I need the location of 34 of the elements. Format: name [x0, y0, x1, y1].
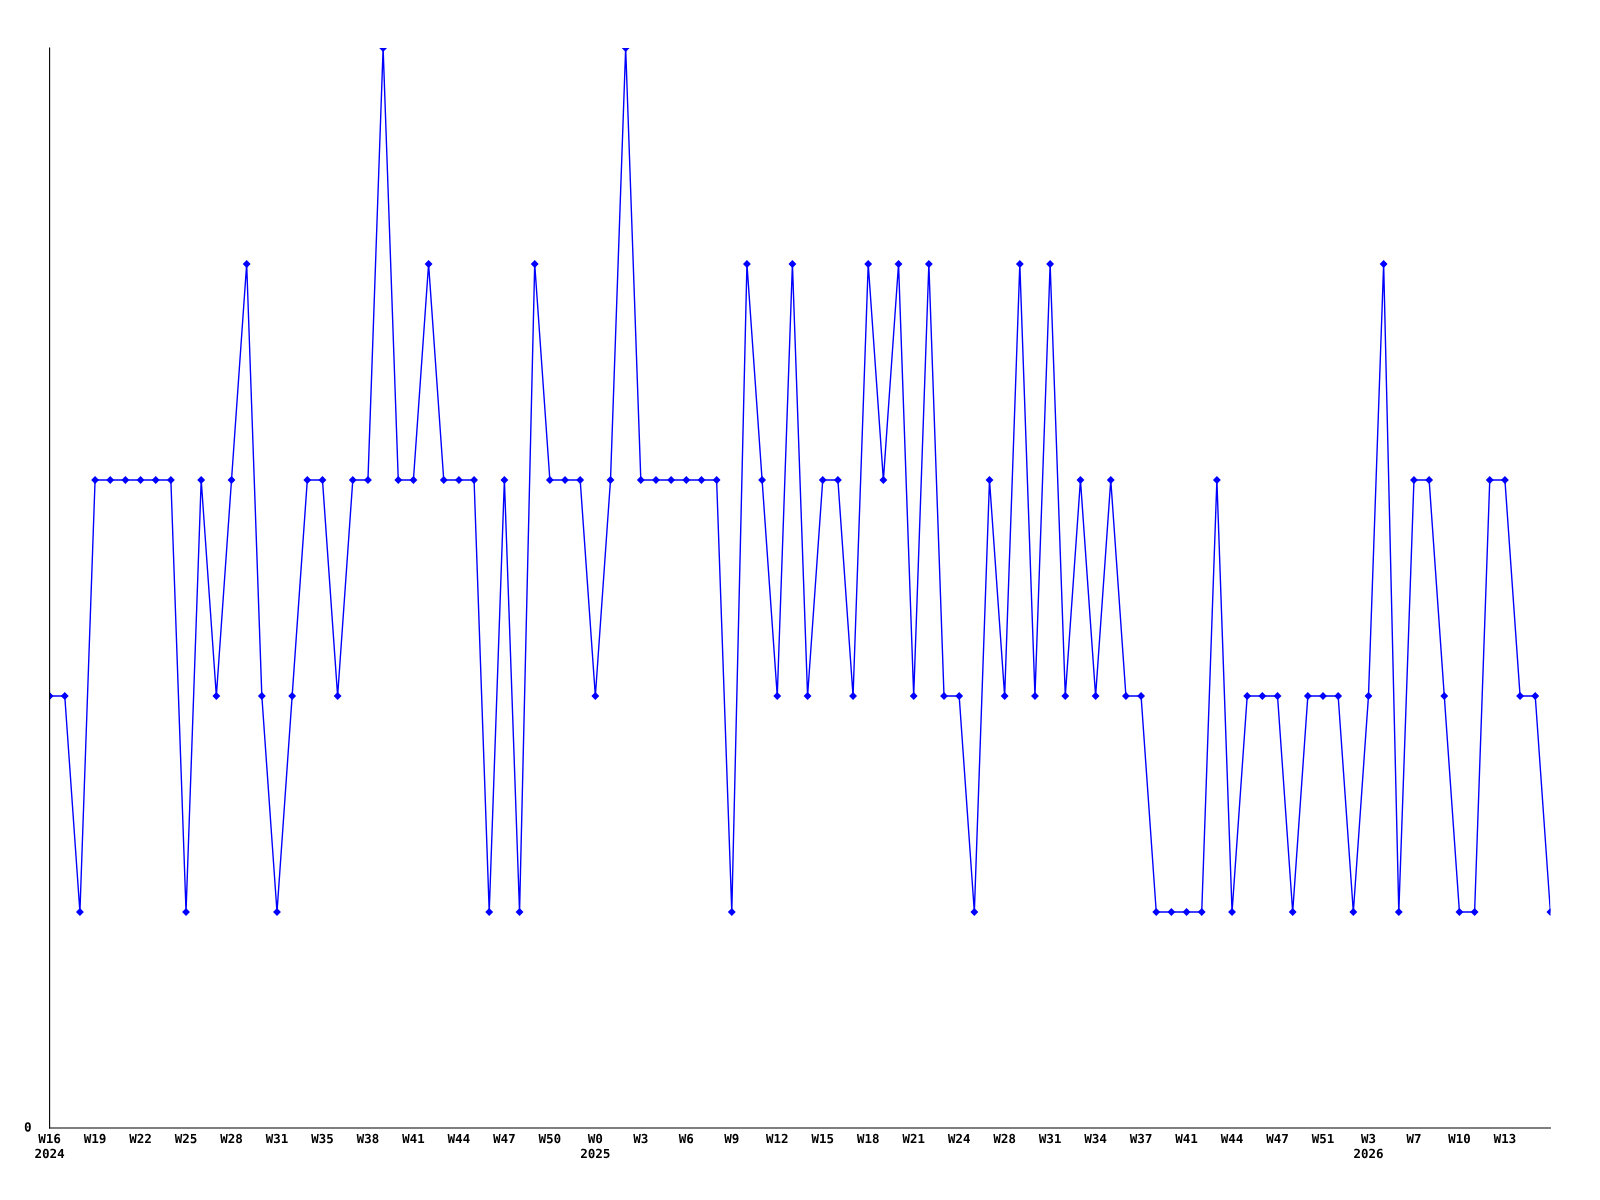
x-tick-label: W37 — [1129, 1133, 1152, 1144]
x-tick-label: W12 — [765, 1133, 788, 1144]
x-tick-label: W47 — [1266, 1133, 1288, 1144]
x-tick-label: W21 — [902, 1133, 925, 1144]
x-tick-label: W51 — [1311, 1133, 1334, 1144]
x-tick-label: W38 — [356, 1133, 379, 1144]
x-tick-label: W9 — [724, 1133, 739, 1144]
x-tick-label: W18 — [856, 1133, 879, 1144]
x-tick-label: W7 — [1406, 1133, 1421, 1144]
x-tick-label: W16 2024 — [35, 1133, 65, 1159]
x-tick-label: W19 — [83, 1133, 106, 1144]
x-tick-label: W41 — [402, 1133, 425, 1144]
x-tick-label: W0 2025 — [581, 1133, 610, 1159]
x-tick-label: W44 — [447, 1133, 470, 1144]
x-tick-label: W31 — [265, 1133, 288, 1144]
x-tick-label: W3 — [633, 1133, 648, 1144]
x-tick-label: W28 — [993, 1133, 1016, 1144]
x-tick-label: W22 — [129, 1133, 151, 1144]
x-tick-label: W41 — [1175, 1133, 1198, 1144]
x-tick-label: W15 — [811, 1133, 834, 1144]
x-tick-label: W50 — [538, 1133, 561, 1144]
x-tick-label: W35 — [311, 1133, 333, 1144]
x-tick-label: W24 — [947, 1133, 970, 1144]
x-tick-label: W28 — [220, 1133, 243, 1144]
x-tick-label: W34 — [1084, 1133, 1107, 1144]
x-tick-label: W10 — [1448, 1133, 1470, 1144]
x-tick-label: W13 — [1493, 1133, 1516, 1144]
text: 0 — [24, 1122, 31, 1132]
x-tick-label: W25 — [174, 1133, 197, 1144]
x-tick-label: W44 — [1220, 1133, 1243, 1144]
x-tick-label: W31 — [1038, 1133, 1061, 1144]
x-tick-label: W47 — [493, 1133, 515, 1144]
x-tick-label: W3 2026 — [1354, 1133, 1383, 1159]
x-tick-label: W6 — [678, 1133, 694, 1144]
